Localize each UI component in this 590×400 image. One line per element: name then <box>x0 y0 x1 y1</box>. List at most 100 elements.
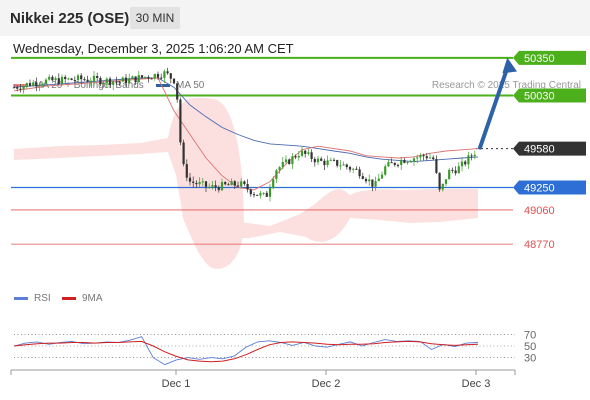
candle-body <box>262 192 265 194</box>
candle-body <box>275 170 278 180</box>
legend-rsi: RSI <box>14 293 51 304</box>
candle-body <box>240 181 243 187</box>
candle-body <box>268 187 272 197</box>
candle-body <box>54 78 57 81</box>
candle-body <box>80 75 83 80</box>
candle-body <box>454 170 457 174</box>
level-tag-bg-49250 <box>513 180 586 195</box>
x-tick-label: Dec 3 <box>462 378 491 390</box>
candle-body <box>310 152 313 159</box>
x-tick-label: Dec 1 <box>162 378 191 390</box>
candle-body <box>105 78 108 83</box>
candle-body <box>252 194 256 196</box>
candle-body <box>451 169 454 171</box>
candle-body <box>243 181 246 185</box>
candle-body <box>307 152 310 154</box>
candle-body <box>38 84 41 86</box>
ma20-swatch <box>14 84 28 87</box>
candle-body <box>44 79 48 84</box>
candle-body <box>432 157 435 160</box>
candle-body <box>403 159 406 163</box>
forecast-arrow-shaft <box>478 69 508 150</box>
candle-body <box>384 166 387 175</box>
candle-body <box>316 158 320 163</box>
candle-body <box>294 156 297 158</box>
candle-body <box>92 76 96 82</box>
candle-body <box>160 77 163 79</box>
candle-body <box>99 78 102 85</box>
candle-body <box>342 164 345 166</box>
candle-body <box>438 172 441 190</box>
rsi-tick-50: 50 <box>524 341 536 353</box>
candle-body <box>352 168 355 170</box>
candle-body <box>108 78 112 85</box>
level-tag-bg-49580 <box>513 141 586 156</box>
candle-body <box>179 99 182 143</box>
candle-body <box>345 164 348 168</box>
candle-body <box>102 82 105 85</box>
candle-body <box>470 155 473 157</box>
candle-body <box>246 184 249 190</box>
candle-body <box>89 81 92 83</box>
candle-body <box>188 177 192 182</box>
candle-body <box>419 155 422 158</box>
candle-body <box>137 75 140 82</box>
copyright-text: Research © 2025 Trading Central <box>431 80 581 91</box>
candle-body <box>278 167 281 171</box>
candle-body <box>320 158 323 161</box>
level-tag-48770: 48770 <box>524 239 555 251</box>
candles <box>12 67 476 202</box>
candle-body <box>467 155 470 165</box>
candle-body <box>67 78 70 80</box>
candle-body <box>140 75 144 78</box>
candle-body <box>156 73 160 78</box>
rsi-tick-30: 30 <box>524 353 536 365</box>
candle-body <box>150 78 153 80</box>
timeframe-button[interactable]: 30 MIN <box>130 7 180 29</box>
rsi-ma-line <box>13 340 479 363</box>
candle-body <box>457 166 460 174</box>
candle-body <box>60 76 64 84</box>
level-tag-49580: 49580 <box>524 144 555 156</box>
candle-body <box>185 164 188 178</box>
top-bar: Nikkei 225 (OSE) 30 MIN <box>0 0 590 36</box>
candle-body <box>364 178 368 182</box>
candle-body <box>368 179 371 182</box>
candle-body <box>336 160 339 166</box>
candle-body <box>227 184 230 186</box>
candle-body <box>473 154 476 157</box>
forecast-arrow-head <box>502 57 518 74</box>
candle-body <box>288 159 291 165</box>
candle-body <box>272 179 275 188</box>
candle-body <box>64 76 67 80</box>
candle-body <box>460 161 464 167</box>
candle-body <box>172 78 176 84</box>
legend-ma20-label: MA 20 + Bollinger Bands <box>34 80 144 91</box>
candle-body <box>428 157 432 159</box>
level-tag-50030: 50030 <box>524 91 555 103</box>
legend-rsi-ma: 9MA <box>62 293 103 304</box>
ma50-swatch <box>156 84 170 87</box>
candle-body <box>192 181 195 183</box>
candle-body <box>265 192 268 197</box>
candle-body <box>214 185 217 188</box>
candle-body <box>224 182 227 185</box>
candle-body <box>163 71 166 78</box>
candle-body <box>236 185 240 187</box>
candle-body <box>358 169 361 177</box>
candle-body <box>51 76 54 81</box>
candle-body <box>393 162 396 165</box>
ma20-line <box>13 77 479 191</box>
candle-body <box>19 88 22 90</box>
candle-body <box>57 78 60 84</box>
candle-body <box>355 168 358 170</box>
legend-rsi-label: RSI <box>34 293 51 304</box>
legend-ma50: MA 50 <box>156 80 204 91</box>
candle-body <box>390 162 393 164</box>
candle-body <box>211 185 214 187</box>
level-tag-49060: 49060 <box>524 205 555 217</box>
candle-body <box>12 87 16 89</box>
candle-body <box>233 181 236 186</box>
candle-body <box>256 194 259 196</box>
bollinger-band-area <box>14 97 478 269</box>
